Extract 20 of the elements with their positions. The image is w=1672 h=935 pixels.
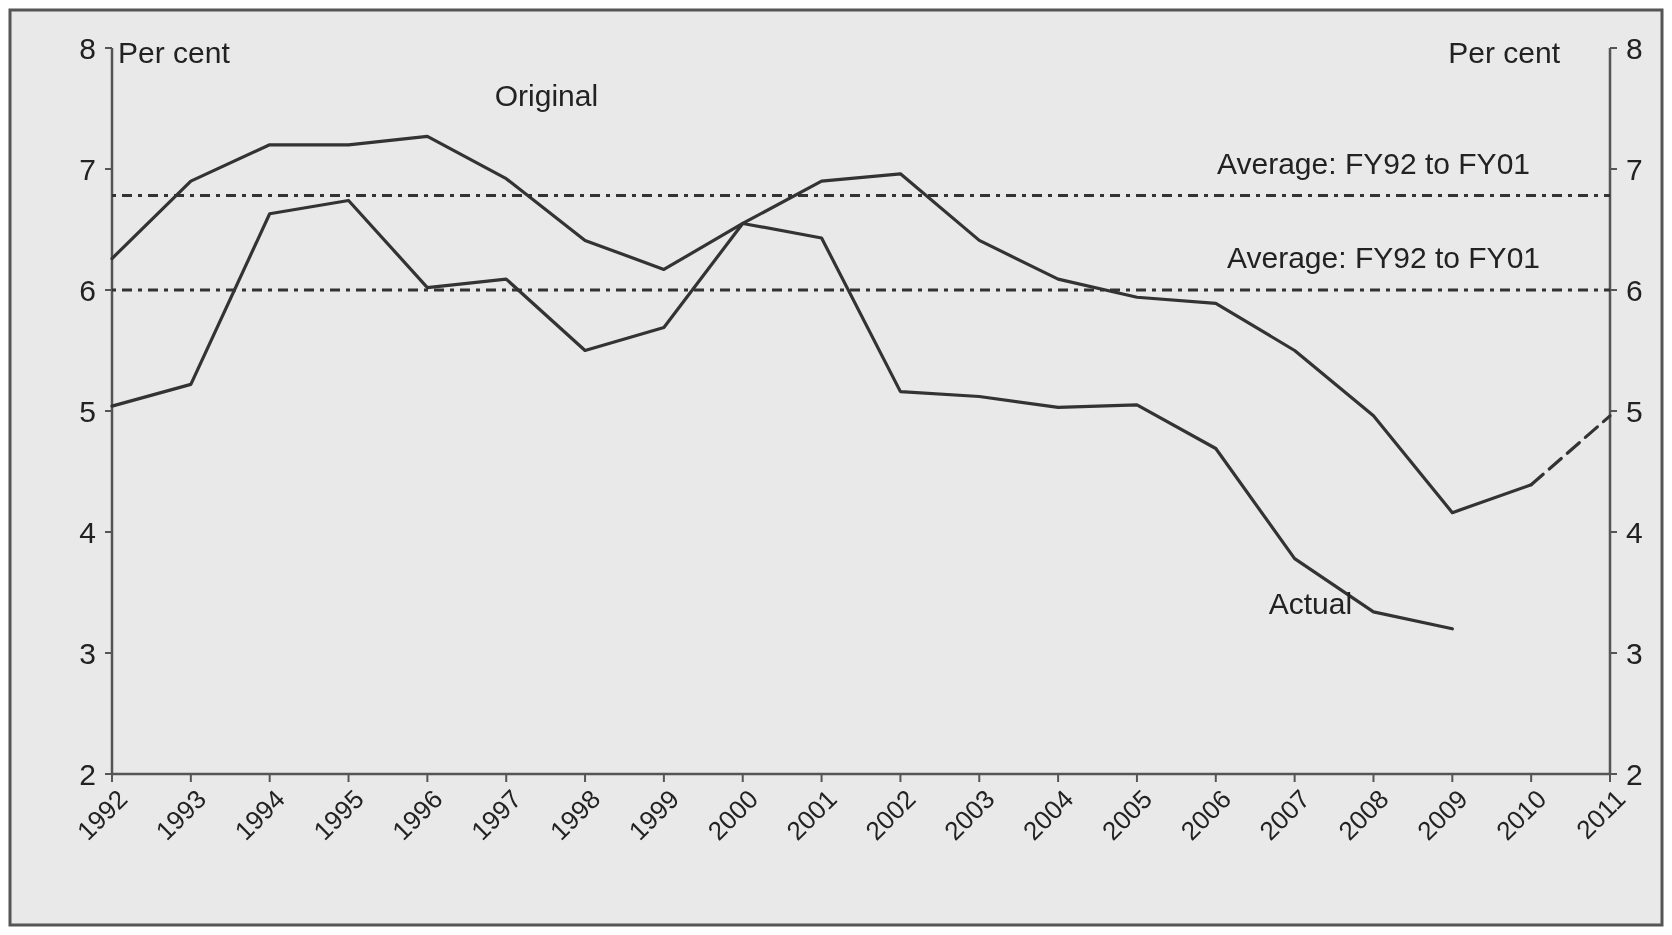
series-label: Original bbox=[494, 79, 599, 113]
y-tick-label: 5 bbox=[79, 394, 96, 428]
ref-line-label: Average: FY92 to FY01 bbox=[1227, 241, 1540, 274]
series-label: Actual bbox=[1268, 587, 1353, 621]
y2-tick-label: 4 bbox=[1626, 515, 1643, 549]
y2-tick-label: 3 bbox=[1626, 636, 1643, 670]
y-axis-title: Per cent bbox=[118, 36, 231, 69]
y2-tick-label: 8 bbox=[1626, 31, 1643, 65]
y-tick-label: 2 bbox=[79, 757, 96, 791]
y-tick-label: 8 bbox=[79, 31, 96, 65]
y2-tick-label: 7 bbox=[1626, 152, 1643, 186]
y-tick-label: 6 bbox=[79, 273, 96, 307]
y-tick-label: 4 bbox=[79, 515, 96, 549]
y2-tick-label: 2 bbox=[1626, 757, 1643, 791]
y2-tick-label: 6 bbox=[1626, 273, 1643, 307]
y-tick-label: 7 bbox=[79, 152, 96, 186]
y-tick-label: 3 bbox=[79, 636, 96, 670]
y2-tick-label: 5 bbox=[1626, 394, 1643, 428]
ref-line-label: Average: FY92 to FY01 bbox=[1217, 146, 1530, 180]
y2-axis-title: Per cent bbox=[1448, 36, 1561, 69]
